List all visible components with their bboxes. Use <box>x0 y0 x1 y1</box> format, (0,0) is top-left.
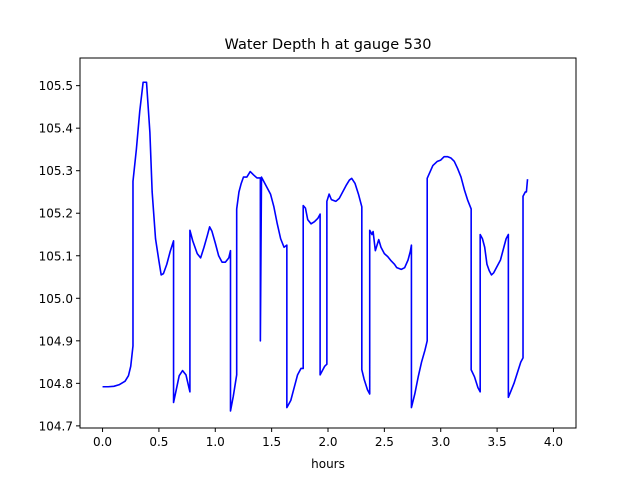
x-tick-label: 2.0 <box>318 435 337 449</box>
y-tick-label: 105.3 <box>39 164 73 178</box>
series-line-0 <box>102 81 529 412</box>
x-tick-label: 1.0 <box>206 435 225 449</box>
y-tick-label: 104.8 <box>39 377 73 391</box>
y-tick-label: 105.2 <box>39 207 73 221</box>
y-tick-label: 105.1 <box>39 249 73 263</box>
x-tick-label: 3.5 <box>488 435 507 449</box>
x-tick-label: 3.0 <box>431 435 450 449</box>
y-tick-label: 105.0 <box>39 292 73 306</box>
x-tick-label: 4.0 <box>544 435 563 449</box>
chart-title: Water Depth h at gauge 530 <box>225 37 432 53</box>
y-tick-label: 105.4 <box>39 122 73 136</box>
x-tick-label: 0.0 <box>93 435 112 449</box>
y-tick-label: 104.9 <box>39 334 73 348</box>
x-axis-label: hours <box>311 457 345 471</box>
plot-area <box>102 81 529 412</box>
y-tick-label: 104.7 <box>39 419 73 433</box>
y-axis: 104.7 104.8 104.9 105.0 105.1 105.2 105.3 105.4… <box>39 79 80 433</box>
x-tick-label: 2.5 <box>375 435 394 449</box>
x-tick-label: 0.5 <box>149 435 168 449</box>
y-tick-label: 105.5 <box>39 79 73 93</box>
x-axis: 0.0 0.5 1.0 1.5 2.0 2.5 3.0 3.5 4.0 <box>93 428 563 449</box>
x-tick-label: 1.5 <box>262 435 281 449</box>
